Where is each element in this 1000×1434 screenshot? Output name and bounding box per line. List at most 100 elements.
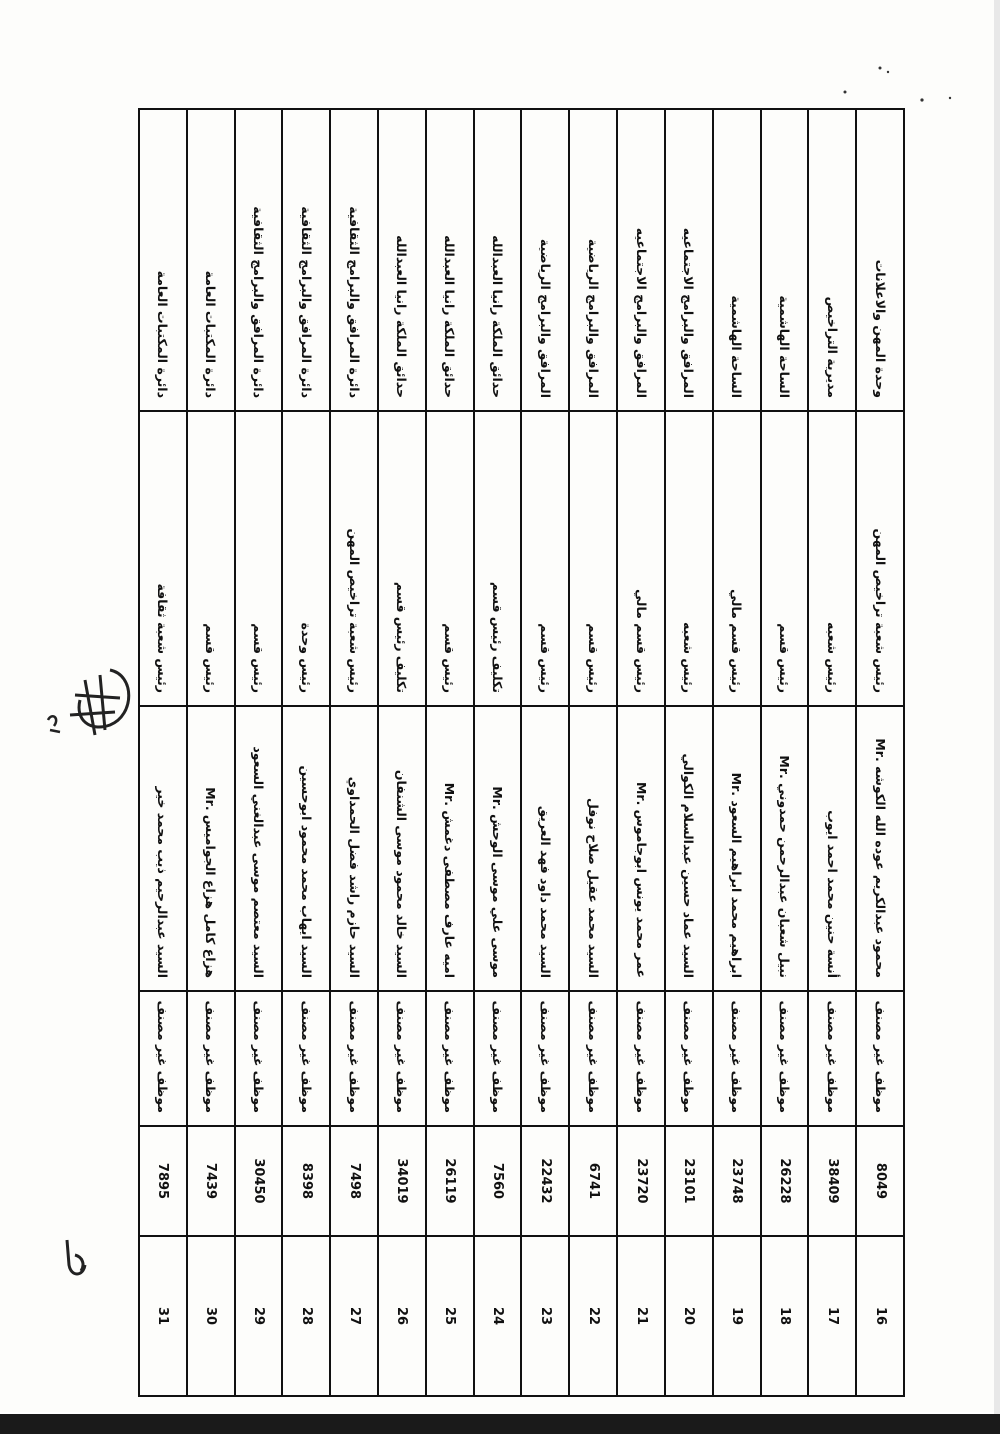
table-row: الساحة الهاشمية رئيس قسم نبيل شعبان عبدالر… (760, 109, 809, 1396)
status-cell: موظف غير مصنف (473, 991, 522, 1126)
employee-id-cell: 23720 (617, 1126, 665, 1236)
department-cell: وحدة المهن والاعلانات (856, 109, 904, 411)
status-cell: موظف غير مصنف (712, 991, 761, 1126)
employee-id-cell: 7560 (473, 1126, 522, 1236)
position-cell: تكليف رئيس قسم (473, 411, 522, 706)
name-cell: اميه عارف مصطفى دغمش .Mr (425, 706, 474, 991)
row-number-cell: 25 (425, 1236, 474, 1396)
department-cell: المرافق والبرامج الاجتماعيه (617, 109, 665, 411)
status-cell: موظف غير مصنف (330, 991, 379, 1126)
row-number-cell: 21 (617, 1236, 665, 1396)
department-cell: دائرة المرافق والبرامج الثقافية (282, 109, 331, 411)
name-cell: السيد عماد حسين عبدالسلام الكوالي (664, 706, 713, 991)
position-cell: رئيس شعبة تراخيص المهن (330, 411, 379, 706)
row-number-cell: 24 (473, 1236, 522, 1396)
employee-id-cell: 26119 (425, 1126, 474, 1236)
table-row: دائرة المكتبات العامة رئيس شعبة ثقافة السي… (139, 109, 187, 1396)
table-row: دائرة المرافق والبرامج الثقافية رئيس قسم ا… (234, 109, 283, 1396)
initials-mark (65, 1239, 87, 1276)
position-cell: رئيس شعبة تراخيص المهن (856, 411, 904, 706)
department-cell: الساحة الهاشمية (760, 109, 809, 411)
name-cell: السيد معتصم موسى عبدالغني السعود (234, 706, 283, 991)
employee-id-cell: 23101 (664, 1126, 713, 1236)
department-cell: المرافق والبرامج الاجتماعيه (664, 109, 713, 411)
scan-speckles (843, 66, 952, 102)
position-cell: رئيس قسم مالي (712, 411, 761, 706)
name-cell: هزاع كامل هزاع الجواميس .Mr (186, 706, 235, 991)
name-cell: أنسة حنين محمد احمد ايوب (808, 706, 857, 991)
employee-id-cell: 7895 (139, 1126, 187, 1236)
table-row: دائرة المرافق والبرامج الثقافية رئيس شعبة… (330, 109, 379, 1396)
name-cell: السيد محمد عقيل صلاح نوفل (569, 706, 618, 991)
table-row: وحدة المهن والاعلانات رئيس شعبة تراخيص ال… (856, 109, 904, 1396)
name-cell: ابراهيم محمد ابراهيم السعود .Mr (712, 706, 761, 991)
employee-id-cell: 30450 (234, 1126, 283, 1236)
status-cell: موظف غير مصنف (617, 991, 665, 1126)
department-cell: دائرة المرافق والبرامج الثقافية (330, 109, 379, 411)
table-row: حدائق الملكة رانيا العبدالله تكليف رئيس ق… (473, 109, 522, 1396)
position-cell: رئيس شعبة ثقافة (139, 411, 187, 706)
status-cell: موظف غير مصنف (282, 991, 331, 1126)
department-cell: دائرة المكتبات العامة (186, 109, 235, 411)
employee-id-cell: 8398 (282, 1126, 331, 1236)
signature-mark (46, 668, 131, 736)
name-cell: السيد حازم راشد فضل الحمداوي (330, 706, 379, 991)
row-number-cell: 23 (521, 1236, 570, 1396)
status-cell: موظف غير مصنف (186, 991, 235, 1126)
employee-id-cell: 26228 (760, 1126, 809, 1236)
position-cell: رئيس قسم (760, 411, 809, 706)
row-number-cell: 17 (808, 1236, 857, 1396)
position-cell: رئيس شعبه (808, 411, 857, 706)
name-cell: محمود عبدالكريم عوده الله الكوشه .Mr (856, 706, 904, 991)
status-cell: موظف غير مصنف (569, 991, 618, 1126)
status-cell: موظف غير مصنف (808, 991, 857, 1126)
employee-table: وحدة المهن والاعلانات رئيس شعبة تراخيص ال… (138, 108, 905, 1397)
name-cell: موسى علي موسى الوحش .Mr (473, 706, 522, 991)
table-row: حدائق الملكة رانيا العبدالله تكليف رئيس ق… (378, 109, 426, 1396)
department-cell: حدائق الملكة رانيا العبدالله (378, 109, 426, 411)
table-row: المرافق والبرامج الاجتماعيه رئيس قسم مالي… (617, 109, 665, 1396)
employee-id-cell: 7439 (186, 1126, 235, 1236)
position-cell: رئيس قسم (234, 411, 283, 706)
department-cell: حدائق الملكة رانيا العبدالله (425, 109, 474, 411)
row-number-cell: 20 (664, 1236, 713, 1396)
status-cell: موظف غير مصنف (425, 991, 474, 1126)
table-row: دائرة المرافق والبرامج الثقافية رئيس وحدة… (282, 109, 331, 1396)
status-cell: موظف غير مصنف (378, 991, 426, 1126)
employee-id-cell: 7498 (330, 1126, 379, 1236)
row-number-cell: 22 (569, 1236, 618, 1396)
department-cell: المرافق والبرامج الرياضية (521, 109, 570, 411)
status-cell: موظف غير مصنف (664, 991, 713, 1126)
row-number-cell: 27 (330, 1236, 379, 1396)
row-number-cell: 31 (139, 1236, 187, 1396)
bottom-border (0, 1414, 1000, 1434)
row-number-cell: 30 (186, 1236, 235, 1396)
department-cell: دائرة المرافق والبرامج الثقافية (234, 109, 283, 411)
row-number-cell: 16 (856, 1236, 904, 1396)
department-cell: المرافق والبرامج الرياضية (569, 109, 618, 411)
department-cell: مديرية التراخيص (808, 109, 857, 411)
row-number-cell: 19 (712, 1236, 761, 1396)
name-cell: عمر محمد يونس ابوجاموس .Mr (617, 706, 665, 991)
position-cell: تكليف رئيس قسم (378, 411, 426, 706)
table-row: المرافق والبرامج الرياضية رئيس قسم السيد م… (569, 109, 618, 1396)
name-cell: نبيل شعبان عبدالرحمن حمدوني .Mr (760, 706, 809, 991)
status-cell: موظف غير مصنف (234, 991, 283, 1126)
employee-id-cell: 34019 (378, 1126, 426, 1236)
table-row: دائرة المكتبات العامة رئيس قسم هزاع كامل ه… (186, 109, 235, 1396)
row-number-cell: 29 (234, 1236, 283, 1396)
position-cell: رئيس قسم (425, 411, 474, 706)
row-number-cell: 18 (760, 1236, 809, 1396)
row-number-cell: 26 (378, 1236, 426, 1396)
position-cell: رئيس وحدة (282, 411, 331, 706)
employee-table-container: وحدة المهن والاعلانات رئيس شعبة تراخيص ال… (138, 108, 905, 1397)
table-row: المرافق والبرامج الاجتماعيه رئيس شعبه السي… (664, 109, 713, 1396)
employee-id-cell: 8049 (856, 1126, 904, 1236)
department-cell: الساحة الهاشمية (712, 109, 761, 411)
employee-id-cell: 22432 (521, 1126, 570, 1236)
name-cell: السيد عبدالرحيم ذيب محمد خير (139, 706, 187, 991)
position-cell: رئيس قسم (521, 411, 570, 706)
name-cell: السيد محمد داود فهد العريق (521, 706, 570, 991)
employee-id-cell: 6741 (569, 1126, 618, 1236)
